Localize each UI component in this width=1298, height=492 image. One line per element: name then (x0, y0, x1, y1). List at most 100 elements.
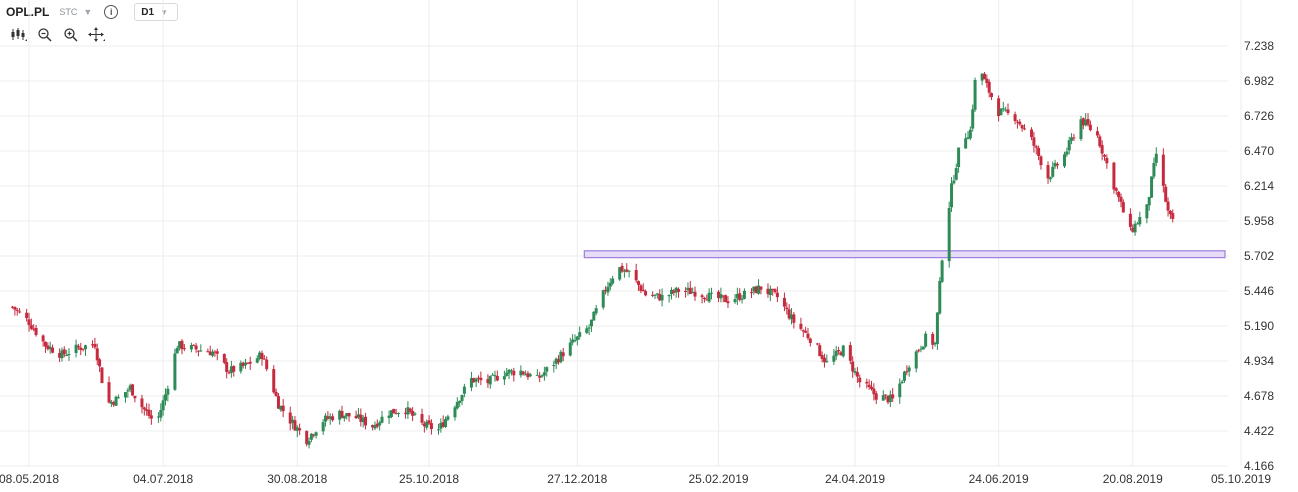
candle-body (919, 348, 923, 350)
candle-body (700, 295, 704, 298)
candle-body (735, 293, 739, 299)
candle-up (126, 387, 130, 398)
candle-up (935, 312, 939, 350)
candle-up (902, 370, 906, 383)
market-label[interactable]: STC (59, 7, 78, 17)
candle-down (997, 95, 1001, 122)
timeframe-value: D1 (141, 6, 155, 18)
candle-body (971, 109, 975, 129)
candle-up (345, 412, 349, 420)
symbol-label[interactable]: OPL.PL (6, 5, 50, 19)
crosshair-icon[interactable] (88, 27, 106, 43)
x-tick-label: 30.08.2018 (267, 472, 327, 486)
candle-down (1105, 154, 1109, 169)
candle-body (651, 294, 655, 296)
info-icon[interactable]: i (104, 5, 119, 19)
x-tick-label: 24.06.2019 (969, 472, 1029, 486)
candle-body (540, 375, 544, 377)
chevron-down-icon[interactable]: ▼ (83, 7, 93, 17)
y-tick-label: 5.446 (1244, 284, 1274, 298)
candle-up (509, 368, 513, 376)
candle-down (815, 342, 819, 346)
candle-body (872, 388, 876, 395)
zoom-in-icon[interactable] (62, 27, 80, 43)
candle-up (907, 365, 911, 377)
candle-body (1034, 146, 1038, 148)
candle-body (688, 287, 692, 295)
candle-body (587, 327, 591, 329)
candle-body (347, 412, 351, 417)
candle-down (246, 362, 250, 364)
y-tick-label: 5.190 (1244, 319, 1274, 333)
candle-body (759, 286, 763, 290)
candle-down (232, 365, 236, 377)
candle-body (354, 415, 358, 419)
zoom-out-icon[interactable] (36, 27, 54, 43)
candle-down (855, 367, 859, 383)
candle-body (914, 351, 918, 369)
candle-body (100, 367, 104, 384)
candle-up (60, 347, 64, 362)
candle-body (855, 371, 859, 377)
candle-body (686, 287, 690, 291)
x-tick-label: 08.05.2018 (0, 472, 59, 486)
candle-body (493, 375, 497, 377)
candle-body (178, 341, 182, 348)
candle-down (1121, 199, 1125, 213)
candle-body (557, 359, 561, 363)
candle-up (585, 325, 589, 335)
candle-body (752, 286, 756, 292)
x-tick-label: 27.12.2018 (547, 472, 607, 486)
candle-body (990, 93, 994, 98)
candle-body (436, 429, 440, 431)
candle-body (1032, 137, 1036, 146)
candle-body (244, 362, 248, 366)
candle-body (973, 79, 977, 110)
candle-body (561, 352, 565, 357)
candle-body (1138, 217, 1142, 225)
candles-icon[interactable] (10, 27, 28, 43)
candle-up (462, 383, 466, 398)
candle-body (387, 415, 391, 419)
candle-down (820, 351, 824, 363)
candle-down (1046, 161, 1050, 184)
candle-up (578, 326, 582, 340)
candle-up (1053, 159, 1057, 169)
candle-up (559, 349, 563, 364)
timeframe-select[interactable]: D1 ▼ (134, 3, 179, 21)
candle-body (491, 374, 495, 376)
candle-body (208, 351, 212, 356)
candle-body (307, 440, 311, 445)
candle-body (345, 413, 349, 417)
candle-body (726, 301, 730, 304)
candle-up (573, 334, 577, 343)
candle-body (719, 294, 723, 299)
candle-body (378, 422, 382, 426)
candle-down (62, 346, 66, 358)
candle-up (888, 390, 892, 408)
candle-down (472, 377, 476, 383)
candle-body (773, 289, 777, 293)
candle-down (98, 357, 102, 372)
candle-up (373, 421, 377, 431)
candle-body (806, 333, 810, 339)
candle-down (1100, 140, 1104, 161)
candle-up (67, 348, 71, 361)
candle-down (394, 408, 398, 415)
x-tick-label: 25.02.2019 (689, 472, 749, 486)
candle-up (48, 341, 52, 354)
candle-body (792, 314, 796, 323)
candle-down (196, 350, 200, 357)
candle-body (81, 348, 85, 350)
candle-body (107, 382, 111, 403)
candle-body (41, 335, 45, 342)
candle-down (644, 289, 648, 297)
candle-body (1013, 114, 1017, 121)
candle-down (32, 324, 36, 332)
candle-body (32, 328, 36, 330)
candle-down (354, 410, 358, 419)
candle-down (775, 286, 779, 303)
candle-up (667, 294, 671, 303)
candle-body (1046, 165, 1050, 179)
